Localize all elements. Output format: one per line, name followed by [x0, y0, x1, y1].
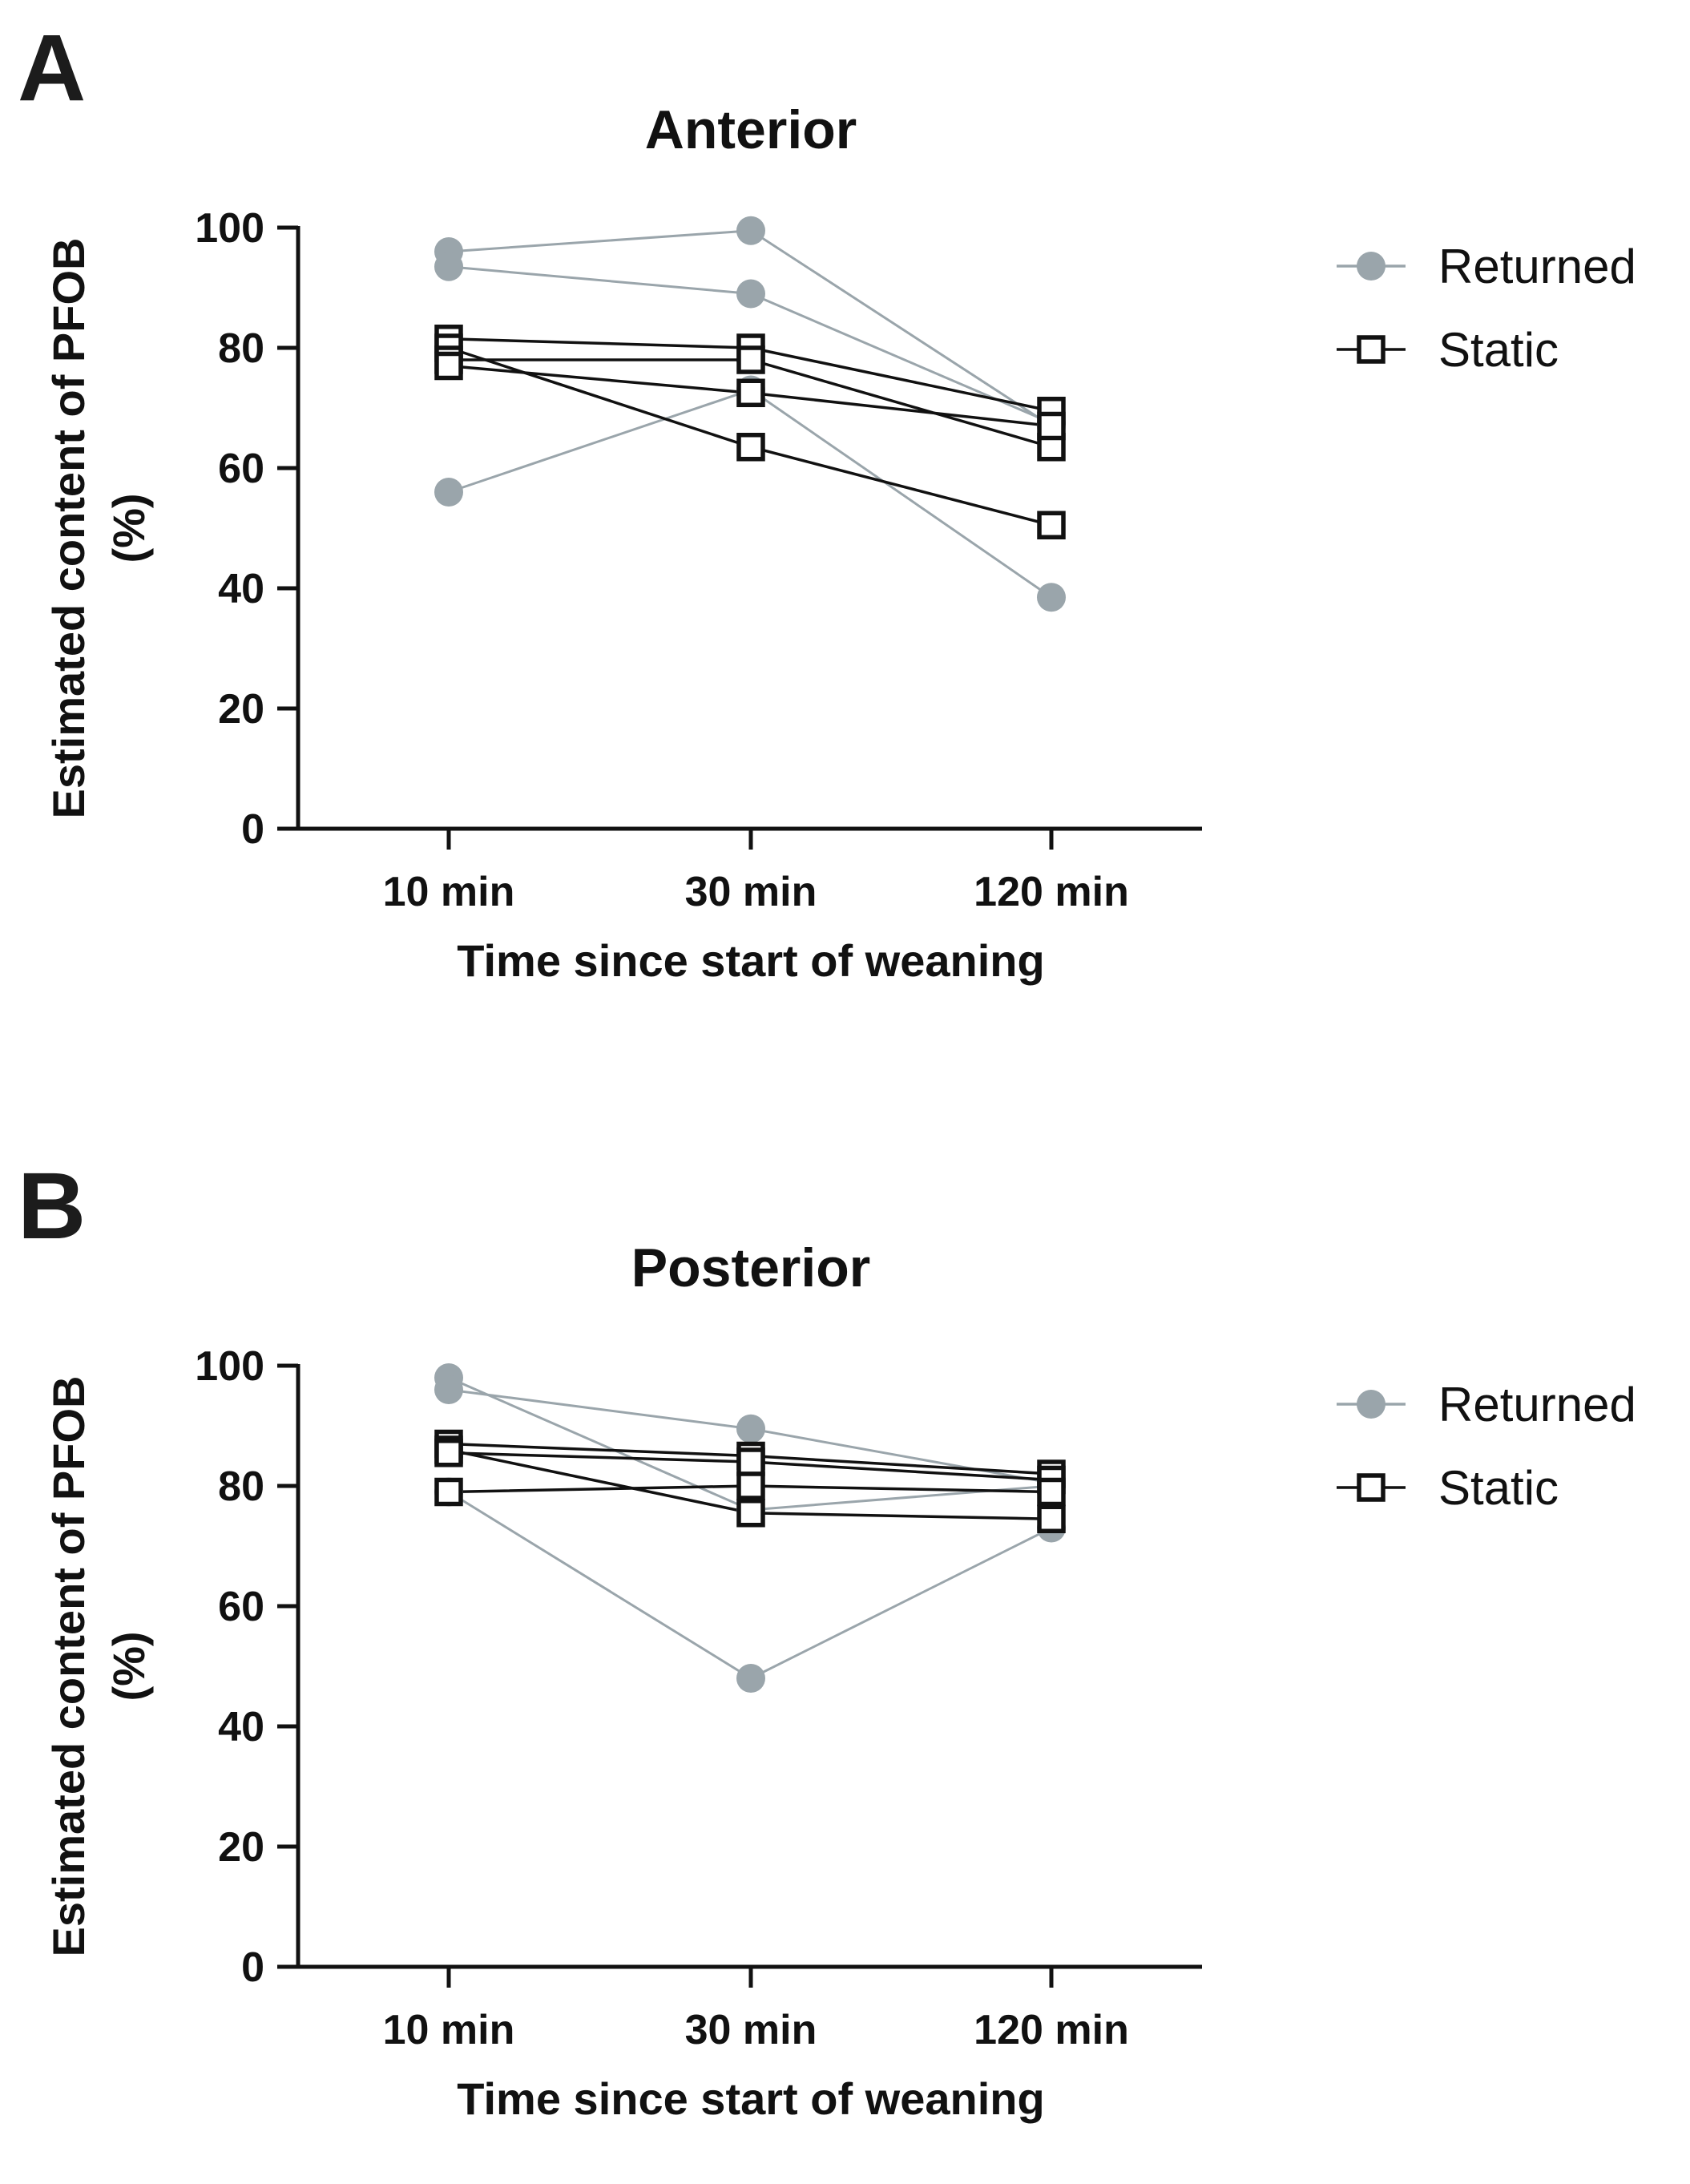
- y-axis-unit-label: (%): [103, 493, 154, 563]
- data-point-static: [736, 1447, 765, 1476]
- x-axis-label: Time since start of weaning: [457, 935, 1044, 986]
- x-tick-label: 10 min: [383, 869, 515, 915]
- data-point-static: [1037, 1477, 1066, 1507]
- y-tick-label: 40: [218, 1704, 264, 1750]
- data-point-static: [434, 1439, 463, 1467]
- data-point-static: [1037, 511, 1066, 539]
- legend-marker-returned: [1357, 252, 1385, 281]
- y-tick-label: 80: [218, 1463, 264, 1510]
- y-tick-label: 60: [218, 446, 264, 492]
- data-point-static: [736, 378, 765, 407]
- y-axis-label: Estimated content of PFOB: [43, 238, 94, 819]
- data-point-static: [736, 345, 765, 374]
- data-point-static: [736, 1499, 765, 1528]
- legend-label: Static: [1438, 1461, 1559, 1515]
- legend-label: Static: [1438, 323, 1559, 377]
- x-tick-label: 30 min: [685, 2007, 817, 2053]
- data-point-returned: [434, 1375, 463, 1404]
- data-point-static: [1037, 1504, 1066, 1533]
- legend-label: Returned: [1438, 240, 1636, 293]
- x-axis-label: Time since start of weaning: [457, 2073, 1044, 2124]
- panel-letter: A: [18, 15, 86, 121]
- legend-label: Returned: [1438, 1378, 1636, 1431]
- data-point-static: [1037, 411, 1066, 441]
- x-tick-label: 120 min: [974, 2007, 1129, 2053]
- chart-panel-a: A Anterior 0 20 40 60 80 100 10 min 30 min 120 min…: [18, 15, 1636, 986]
- y-tick-label: 0: [241, 1944, 264, 1991]
- data-point-returned: [434, 478, 463, 507]
- legend-marker-static: [1357, 335, 1385, 364]
- chart-title: Posterior: [631, 1237, 871, 1298]
- y-tick-label: 0: [241, 806, 264, 853]
- y-tick-label: 20: [218, 1824, 264, 1871]
- y-tick-label: 100: [195, 1343, 264, 1390]
- y-axis-label: Estimated content of PFOB: [43, 1376, 94, 1957]
- panel-letter: B: [18, 1153, 86, 1259]
- chart-panel-b: B Posterior 0 20 40 60 80 100 10 min 30 min 120 mi…: [18, 1153, 1636, 2124]
- data-point-returned: [434, 252, 463, 281]
- y-tick-label: 80: [218, 325, 264, 372]
- data-point-static: [736, 433, 765, 462]
- chart-title: Anterior: [645, 99, 857, 160]
- legend-marker-static: [1357, 1473, 1385, 1502]
- x-tick-label: 120 min: [974, 869, 1129, 915]
- x-tick-label: 30 min: [685, 869, 817, 915]
- data-point-static: [736, 1471, 765, 1500]
- y-axis-unit-label: (%): [103, 1631, 154, 1701]
- data-point-returned: [736, 1414, 765, 1443]
- data-point-returned: [736, 1664, 765, 1693]
- legend-marker-returned: [1357, 1390, 1385, 1419]
- data-point-returned: [736, 216, 765, 245]
- x-tick-label: 10 min: [383, 2007, 515, 2053]
- y-tick-label: 100: [195, 205, 264, 252]
- y-tick-label: 60: [218, 1584, 264, 1630]
- data-point-returned: [1037, 583, 1066, 612]
- y-tick-label: 20: [218, 686, 264, 733]
- y-tick-label: 40: [218, 566, 264, 612]
- data-point-static: [434, 351, 463, 381]
- data-point-static: [434, 1477, 463, 1507]
- data-point-returned: [736, 279, 765, 309]
